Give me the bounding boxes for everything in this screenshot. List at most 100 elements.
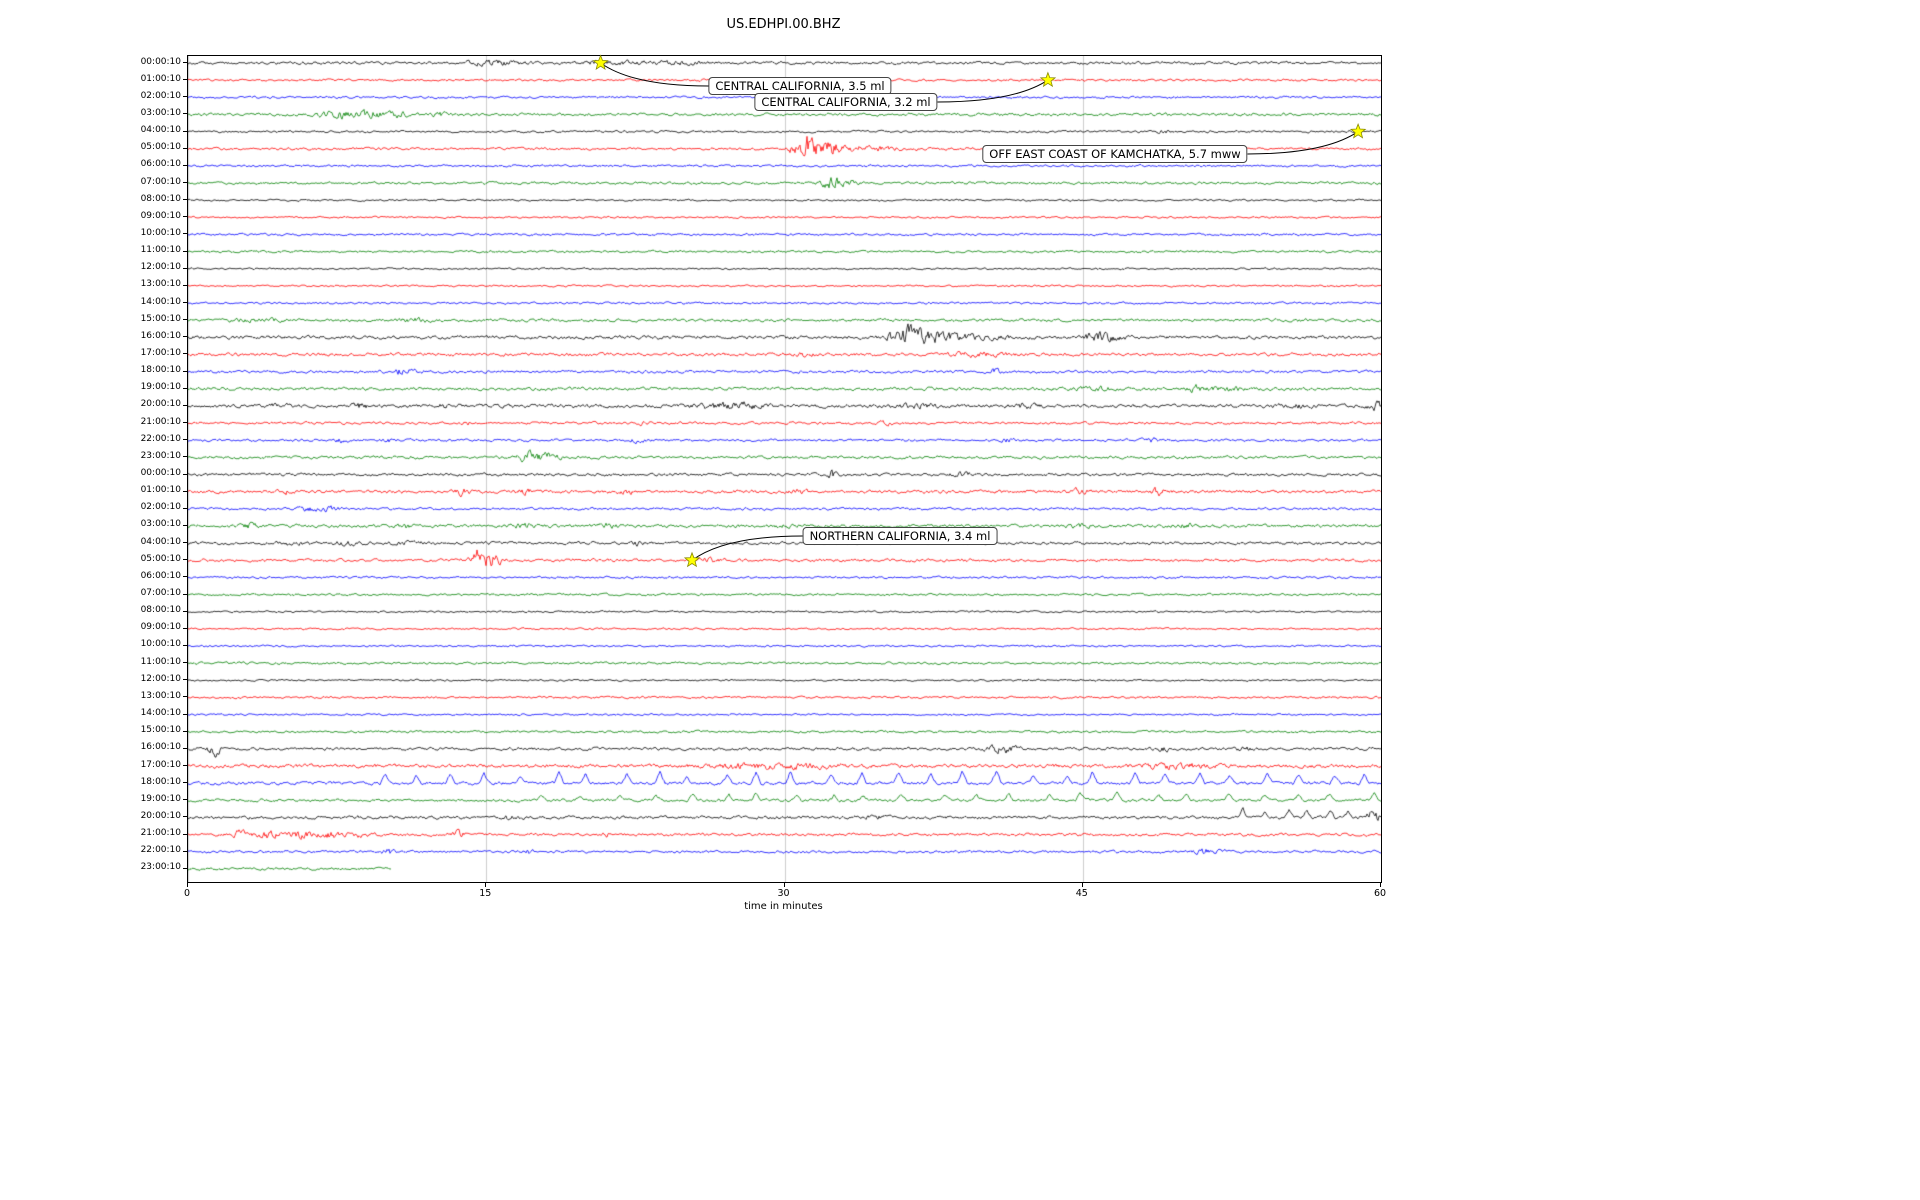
y-tick-mark <box>183 404 187 406</box>
row-time-label: 14:00:10 <box>140 708 181 719</box>
x-tick-mark <box>187 883 188 887</box>
y-tick-mark <box>183 542 187 544</box>
row-time-label: 14:00:10 <box>140 296 181 307</box>
y-tick-mark <box>183 490 187 492</box>
y-tick-mark <box>183 507 187 509</box>
event-annotation-central-california-3p2: CENTRAL CALIFORNIA, 3.2 ml <box>754 93 938 111</box>
y-tick-mark <box>183 867 187 869</box>
row-time-label: 19:00:10 <box>140 793 181 804</box>
y-tick-mark <box>183 96 187 98</box>
y-tick-mark <box>183 593 187 595</box>
row-time-label: 15:00:10 <box>140 725 181 736</box>
event-annotation-northern-california-3p4: NORTHERN CALIFORNIA, 3.4 ml <box>802 527 998 545</box>
y-tick-mark <box>183 473 187 475</box>
y-tick-mark <box>183 79 187 81</box>
row-time-label: 07:00:10 <box>140 176 181 187</box>
row-time-label: 01:00:10 <box>140 485 181 496</box>
row-time-label: 09:00:10 <box>140 622 181 633</box>
row-time-label: 12:00:10 <box>140 673 181 684</box>
row-time-label: 16:00:10 <box>140 742 181 753</box>
row-time-label: 06:00:10 <box>140 570 181 581</box>
row-time-label: 12:00:10 <box>140 262 181 273</box>
row-time-label: 03:00:10 <box>140 519 181 530</box>
row-time-label: 08:00:10 <box>140 605 181 616</box>
row-time-label: 07:00:10 <box>140 588 181 599</box>
row-time-label: 06:00:10 <box>140 159 181 170</box>
y-tick-mark <box>183 747 187 749</box>
row-time-label: 02:00:10 <box>140 90 181 101</box>
row-time-label: 17:00:10 <box>140 759 181 770</box>
row-time-label: 00:00:10 <box>140 56 181 67</box>
x-tick-label: 45 <box>1075 888 1088 899</box>
y-tick-mark <box>183 576 187 578</box>
x-tick-mark <box>783 883 785 887</box>
row-time-label: 19:00:10 <box>140 382 181 393</box>
row-time-label: 17:00:10 <box>140 347 181 358</box>
row-time-label: 10:00:10 <box>140 639 181 650</box>
row-time-label: 10:00:10 <box>140 227 181 238</box>
y-tick-mark <box>183 336 187 338</box>
y-tick-mark <box>183 799 187 801</box>
seismogram-traces-canvas <box>188 56 1381 882</box>
row-time-label: 11:00:10 <box>140 656 181 667</box>
x-axis-label: time in minutes <box>744 901 823 912</box>
row-time-label: 13:00:10 <box>140 690 181 701</box>
y-tick-mark <box>183 559 187 561</box>
y-tick-mark <box>183 147 187 149</box>
plot-area <box>187 55 1382 883</box>
y-tick-mark <box>183 284 187 286</box>
row-time-label: 15:00:10 <box>140 313 181 324</box>
y-tick-mark <box>183 302 187 304</box>
row-time-label: 08:00:10 <box>140 193 181 204</box>
row-time-label: 03:00:10 <box>140 107 181 118</box>
event-annotation-central-california-3p5: CENTRAL CALIFORNIA, 3.5 ml <box>708 77 892 95</box>
row-time-label: 13:00:10 <box>140 279 181 290</box>
y-tick-mark <box>183 644 187 646</box>
y-tick-mark <box>183 319 187 321</box>
y-tick-mark <box>183 113 187 115</box>
y-tick-mark <box>183 182 187 184</box>
row-time-label: 20:00:10 <box>140 810 181 821</box>
y-tick-mark <box>183 216 187 218</box>
row-time-label: 04:00:10 <box>140 125 181 136</box>
y-tick-mark <box>183 62 187 63</box>
y-tick-mark <box>183 524 187 526</box>
y-tick-mark <box>183 782 187 784</box>
y-tick-mark <box>183 387 187 389</box>
y-tick-mark <box>183 696 187 698</box>
row-time-label: 02:00:10 <box>140 502 181 513</box>
row-time-label: 16:00:10 <box>140 330 181 341</box>
row-time-label: 22:00:10 <box>140 845 181 856</box>
x-tick-mark <box>1081 883 1083 887</box>
chart-title: US.EDHPI.00.BHZ <box>726 17 841 32</box>
y-tick-mark <box>183 164 187 166</box>
y-tick-mark <box>183 370 187 372</box>
x-tick-label: 60 <box>1373 888 1387 899</box>
x-tick-label: 30 <box>777 888 790 899</box>
y-tick-mark <box>183 610 187 612</box>
row-time-label: 00:00:10 <box>140 468 181 479</box>
row-time-label: 09:00:10 <box>140 210 181 221</box>
y-tick-mark <box>183 233 187 235</box>
y-tick-mark <box>183 456 187 458</box>
row-time-label: 04:00:10 <box>140 536 181 547</box>
row-time-label: 01:00:10 <box>140 73 181 84</box>
y-tick-mark <box>183 439 187 441</box>
y-tick-mark <box>183 730 187 732</box>
x-tick-label: 0 <box>183 888 191 899</box>
row-time-label: 21:00:10 <box>140 828 181 839</box>
row-time-label: 18:00:10 <box>140 776 181 787</box>
row-time-label: 18:00:10 <box>140 365 181 376</box>
y-tick-mark <box>183 130 187 132</box>
y-tick-mark <box>183 422 187 424</box>
y-tick-mark <box>183 850 187 852</box>
y-tick-mark <box>183 662 187 664</box>
row-time-label: 22:00:10 <box>140 433 181 444</box>
y-tick-mark <box>183 833 187 835</box>
y-tick-mark <box>183 765 187 767</box>
y-tick-mark <box>183 627 187 629</box>
row-time-label: 20:00:10 <box>140 399 181 410</box>
y-tick-mark <box>183 679 187 681</box>
y-tick-mark <box>183 250 187 252</box>
row-time-label: 21:00:10 <box>140 416 181 427</box>
